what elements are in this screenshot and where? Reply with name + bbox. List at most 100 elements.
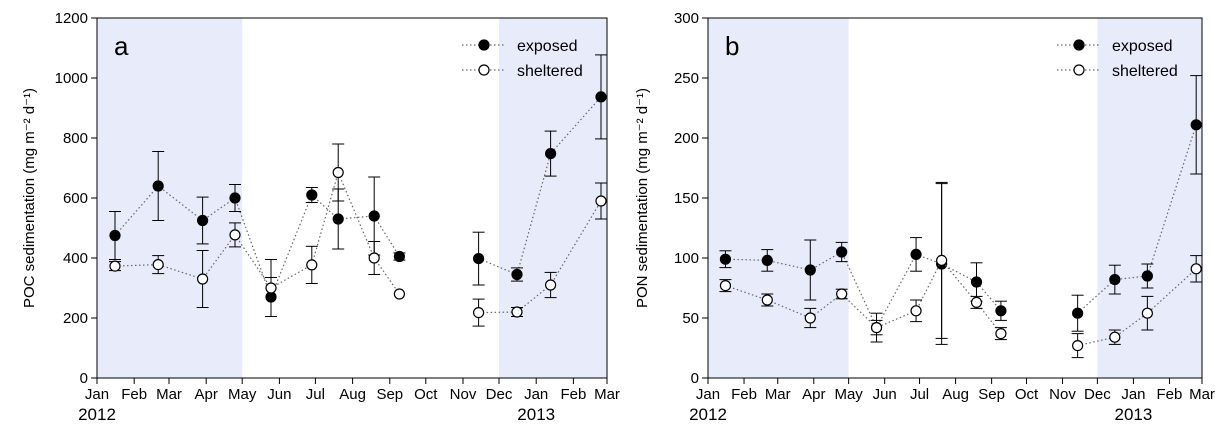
- data-point-sheltered: [804, 312, 816, 324]
- data-point-exposed: [910, 248, 922, 260]
- x-tick-label: Jan: [696, 386, 720, 403]
- panel-b: 0 50 100 150 200 250 300 Jan Feb Mar Apr May Jun Jul A…: [634, 10, 1215, 424]
- legend-marker: [478, 64, 490, 76]
- panel-a: 0 200 400 600 800 1000 1200 Jan Feb Mar Apr May Jun J…: [21, 10, 620, 424]
- x-tick-label: Sep: [978, 386, 1005, 403]
- data-point-sheltered: [761, 294, 773, 306]
- data-point-sheltered: [393, 288, 405, 300]
- data-point-sheltered: [836, 288, 848, 300]
- data-point-exposed: [995, 305, 1007, 317]
- legend-marker: [1073, 64, 1085, 76]
- series-line-exposed: [1077, 124, 1197, 314]
- data-point-sheltered: [1072, 340, 1084, 352]
- x-tick-label: Apr: [195, 386, 218, 403]
- y-tick-label: 250: [674, 70, 699, 87]
- legend-label-exposed: exposed: [1112, 38, 1173, 55]
- series-line-exposed: [114, 185, 400, 299]
- data-point-sheltered: [1141, 307, 1153, 319]
- x-tick-label: May: [834, 386, 863, 403]
- x-tick-label: Nov: [450, 386, 477, 403]
- legend-label-sheltered: sheltered: [517, 63, 583, 80]
- x-tick-label: Dec: [1084, 386, 1111, 403]
- legend-label-exposed: exposed: [517, 38, 578, 55]
- data-point-sheltered: [719, 280, 732, 292]
- data-point-exposed: [152, 180, 164, 192]
- x-tick-label: May: [228, 386, 257, 403]
- y-tick-label: 200: [63, 310, 88, 327]
- legend-marker: [1073, 39, 1085, 51]
- x-tick-label: Feb: [731, 386, 757, 403]
- data-point-exposed: [1141, 270, 1153, 282]
- data-point-exposed: [473, 253, 485, 265]
- panel-label: a: [114, 31, 129, 61]
- data-point-sheltered: [595, 195, 607, 207]
- data-point-sheltered: [265, 282, 277, 294]
- x-tick-label: Feb: [121, 386, 147, 403]
- data-point-exposed: [197, 214, 209, 227]
- data-point-exposed: [229, 192, 241, 204]
- x-tick-label: Jul: [306, 386, 325, 403]
- x-tick-label: Nov: [1049, 386, 1076, 403]
- data-point-exposed: [970, 276, 983, 288]
- data-point-exposed: [1109, 274, 1121, 286]
- data-point-sheltered: [152, 259, 164, 271]
- data-point-sheltered: [910, 305, 922, 317]
- y-tick-label: 200: [674, 130, 699, 147]
- x-year-label: 2012: [78, 405, 116, 424]
- y-tick-label: 1200: [55, 10, 88, 27]
- y-axis-title: PON sedimentation (mg m⁻² d⁻¹): [634, 88, 651, 308]
- data-point-sheltered: [995, 328, 1007, 340]
- panel-label: b: [725, 31, 739, 61]
- x-tick-label: Aug: [942, 386, 969, 403]
- y-tick-label: 400: [63, 250, 88, 267]
- y-tick-label: 100: [674, 250, 699, 267]
- x-tick-label: Oct: [1015, 386, 1039, 403]
- data-point-exposed: [1072, 307, 1084, 319]
- y-tick-label: 600: [63, 190, 88, 207]
- x-tick-label: Mar: [765, 386, 791, 403]
- y-tick-label: 50: [682, 310, 699, 327]
- data-point-exposed: [804, 264, 816, 276]
- data-point-exposed: [368, 210, 380, 222]
- data-point-exposed: [544, 148, 557, 160]
- x-tick-label: Feb: [560, 386, 586, 403]
- x-tick-label: Feb: [1157, 386, 1183, 403]
- data-point-sheltered: [1190, 263, 1202, 275]
- data-point-sheltered: [306, 259, 318, 271]
- y-tick-label: 800: [63, 130, 88, 147]
- x-tick-label: Jun: [873, 386, 897, 403]
- x-tick-label: Jul: [910, 386, 929, 403]
- data-point-exposed: [306, 189, 318, 201]
- x-year-label: 2013: [1115, 405, 1153, 424]
- data-point-exposed: [836, 246, 848, 258]
- y-tick-label: 1000: [55, 70, 88, 87]
- data-point-sheltered: [870, 322, 883, 334]
- data-point-exposed: [595, 91, 607, 103]
- x-year-label: 2012: [689, 405, 727, 424]
- x-tick-label: Mar: [594, 386, 620, 403]
- data-point-exposed: [109, 229, 121, 242]
- data-point-sheltered: [197, 273, 209, 285]
- data-point-sheltered: [368, 252, 380, 264]
- data-point-sheltered: [970, 296, 983, 308]
- data-point-exposed: [332, 213, 344, 225]
- y-tick-label: 0: [691, 370, 699, 387]
- data-point-exposed: [511, 268, 523, 281]
- y-tick-label: 150: [674, 190, 699, 207]
- x-tick-label: Jan: [1121, 386, 1145, 403]
- data-point-sheltered: [473, 307, 485, 319]
- y-tick-label: 0: [80, 370, 88, 387]
- x-tick-label: Apr: [802, 386, 825, 403]
- legend-marker: [478, 39, 490, 51]
- shaded-period: [708, 18, 849, 378]
- x-year-label: 2013: [517, 405, 555, 424]
- y-axis-title: POC sedimentation (mg m⁻² d⁻¹): [21, 88, 38, 308]
- shaded-period: [499, 18, 607, 378]
- data-point-sheltered: [936, 254, 948, 266]
- shaded-period: [97, 18, 243, 378]
- data-point-sheltered: [229, 229, 241, 241]
- data-point-exposed: [1190, 119, 1202, 131]
- x-tick-label: Oct: [414, 386, 438, 403]
- x-tick-label: Mar: [1189, 386, 1215, 403]
